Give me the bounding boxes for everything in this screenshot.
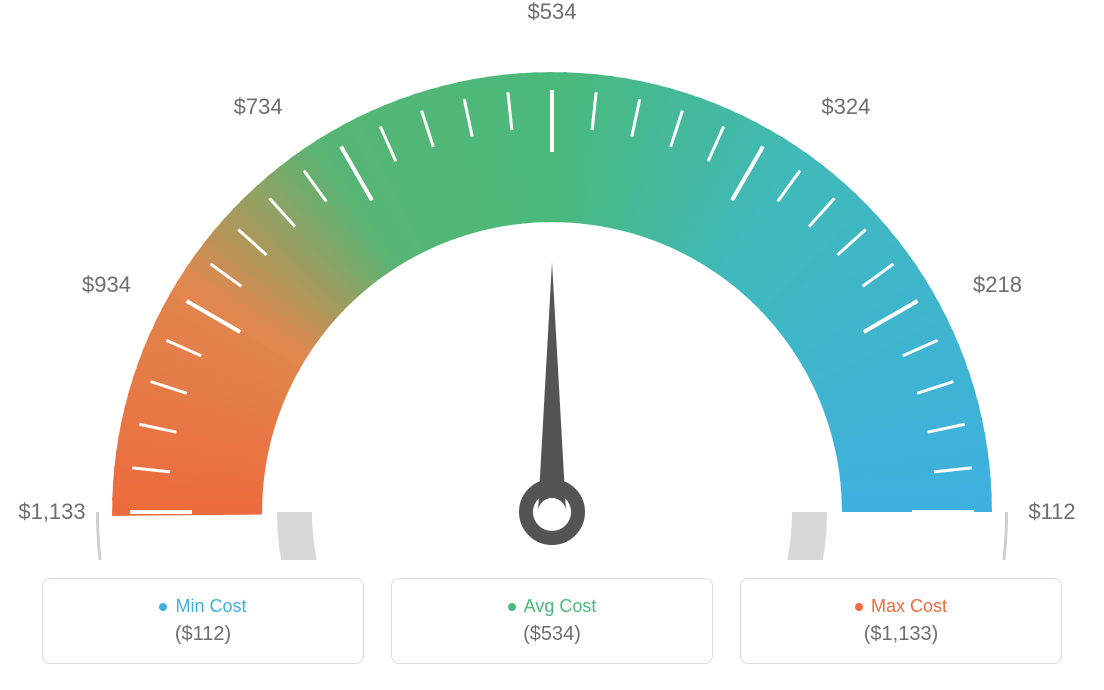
gauge-tick-label: $112 bbox=[1028, 499, 1075, 525]
gauge-tick-label: $934 bbox=[82, 272, 131, 298]
min-dot-icon bbox=[159, 603, 167, 611]
avg-dot-icon bbox=[508, 603, 516, 611]
min-cost-label: Min Cost bbox=[159, 596, 246, 617]
gauge-tick-label: $218 bbox=[973, 272, 1022, 298]
max-cost-card: Max Cost ($1,133) bbox=[740, 578, 1062, 664]
gauge-tick-label: $324 bbox=[821, 94, 870, 120]
min-cost-value: ($112) bbox=[175, 623, 231, 646]
gauge-tick-label: $1,133 bbox=[18, 499, 85, 525]
min-cost-label-text: Min Cost bbox=[175, 596, 246, 617]
cost-summary-cards: Min Cost ($112) Avg Cost ($534) Max Cost… bbox=[42, 578, 1062, 664]
max-cost-label: Max Cost bbox=[855, 596, 947, 617]
max-dot-icon bbox=[855, 603, 863, 611]
avg-cost-label-text: Avg Cost bbox=[524, 596, 597, 617]
avg-cost-value: ($534) bbox=[523, 623, 581, 646]
gauge-chart: $112 $218 $324 $534 $734 $934 $1,133 bbox=[0, 0, 1104, 560]
avg-cost-label: Avg Cost bbox=[508, 596, 597, 617]
max-cost-value: ($1,133) bbox=[864, 623, 939, 646]
min-cost-card: Min Cost ($112) bbox=[42, 578, 364, 664]
gauge-tick-label: $534 bbox=[528, 0, 577, 25]
chart-container: $112 $218 $324 $534 $734 $934 $1,133 Min Cost … bbox=[0, 0, 1104, 690]
gauge-tick-label: $734 bbox=[234, 94, 283, 120]
avg-cost-card: Avg Cost ($534) bbox=[391, 578, 713, 664]
max-cost-label-text: Max Cost bbox=[871, 596, 947, 617]
